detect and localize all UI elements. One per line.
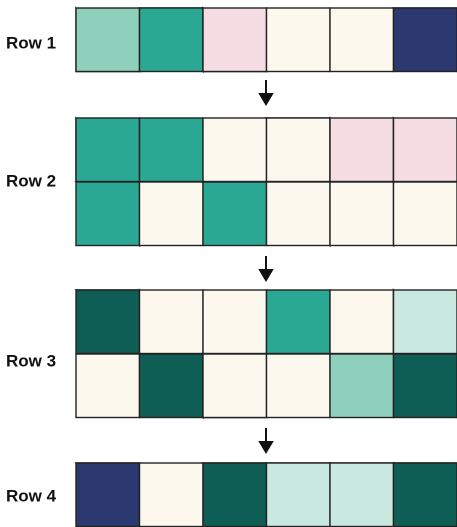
patch <box>203 290 267 354</box>
quilt-diagram: Row 1 Row 2 Row 3 Row 4 <box>0 0 457 527</box>
patch <box>330 354 394 418</box>
patch <box>76 354 140 418</box>
patch <box>76 118 140 182</box>
patch <box>394 118 457 182</box>
patch <box>76 182 140 246</box>
patch <box>76 463 140 527</box>
row-label: Row 1 <box>6 33 56 52</box>
patch <box>394 8 457 72</box>
row-label: Row 4 <box>6 486 57 505</box>
patch <box>394 354 457 418</box>
arrow-head <box>260 442 272 452</box>
patch <box>203 463 267 527</box>
patch <box>140 463 204 527</box>
patch <box>330 118 394 182</box>
patch <box>267 182 331 246</box>
patch <box>330 290 394 354</box>
patch <box>267 463 331 527</box>
patch <box>330 8 394 72</box>
arrow-head <box>260 94 272 104</box>
row-label: Row 2 <box>6 171 56 190</box>
patch <box>394 290 457 354</box>
patch <box>267 8 331 72</box>
patch <box>203 182 267 246</box>
patch <box>76 8 140 72</box>
patch <box>140 354 204 418</box>
patch <box>203 118 267 182</box>
patch <box>203 8 267 72</box>
patch <box>76 290 140 354</box>
patch <box>330 182 394 246</box>
patch <box>330 463 394 527</box>
patch <box>267 290 331 354</box>
patch <box>267 118 331 182</box>
patch <box>267 354 331 418</box>
patch <box>140 290 204 354</box>
patch <box>203 354 267 418</box>
patch <box>140 8 204 72</box>
row-label: Row 3 <box>6 351 56 370</box>
arrow-head <box>260 270 272 280</box>
patch <box>140 182 204 246</box>
patch <box>394 182 457 246</box>
patch <box>394 463 457 527</box>
patch <box>140 118 204 182</box>
